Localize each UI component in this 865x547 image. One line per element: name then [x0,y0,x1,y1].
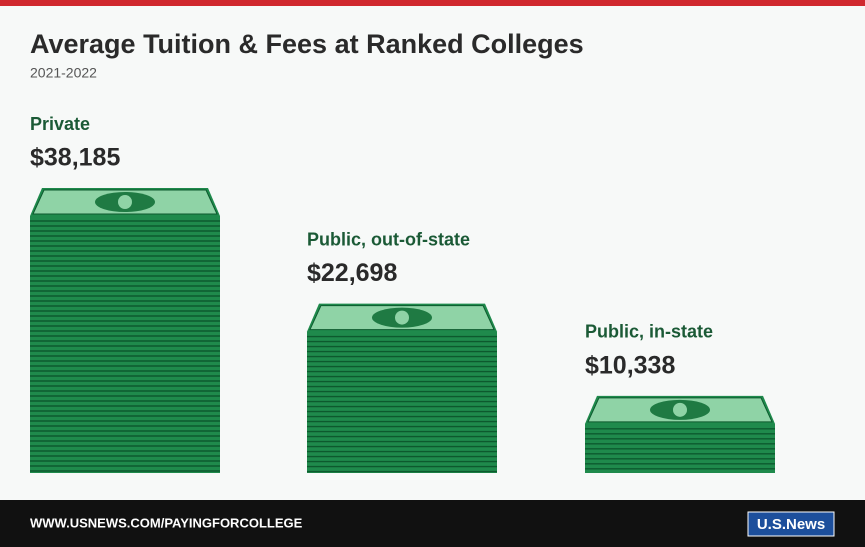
value-label: $38,185 [30,144,120,172]
category-label: Private [30,114,90,134]
chart-subtitle: 2021-2022 [30,65,97,81]
bill-seal-inner [395,310,409,325]
bill-seal-inner [673,402,687,417]
value-label: $22,698 [307,259,397,287]
logo-box [747,511,835,537]
top-stripe [0,0,865,6]
category-label: Public, out-of-state [307,229,470,249]
bill-seal-inner [118,195,132,209]
chart-title: Average Tuition & Fees at Ranked College… [30,29,584,59]
logo: U.S.News [757,516,825,533]
category-label: Public, in-state [585,322,713,342]
plot: Private $38,185 Public, out-of-state $22,69… [30,114,775,473]
value-label: $10,338 [585,351,675,379]
footer-url: WWW.USNEWS.COM/PAYINGFORCOLLEGE [30,515,303,530]
footer-bar [0,500,865,547]
